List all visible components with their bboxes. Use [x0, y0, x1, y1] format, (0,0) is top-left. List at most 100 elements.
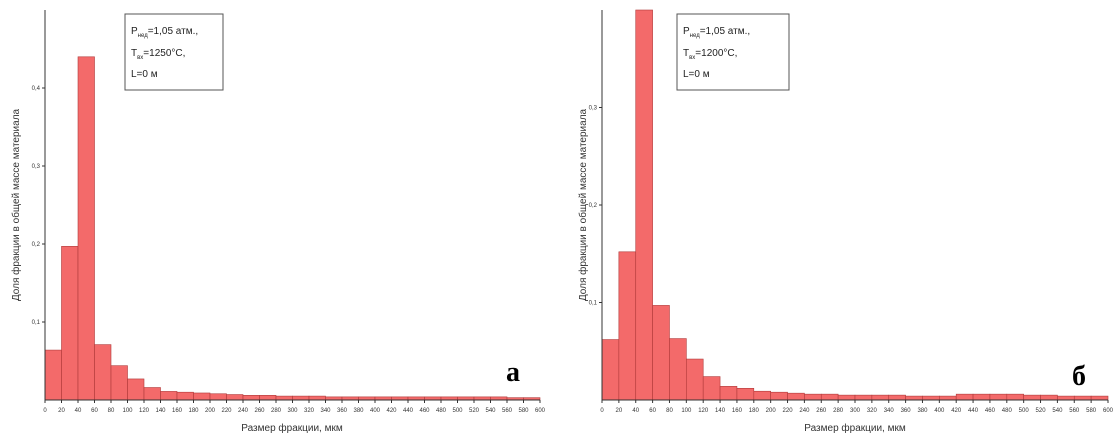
- legend-box-b: [676, 13, 790, 91]
- bar-b-21: [955, 393, 974, 401]
- x-tick-label-b-28: 560: [1069, 408, 1080, 414]
- y-axis-title-a: Доля фракции в общей массе материала: [10, 108, 22, 301]
- y-tick-label-a-3: 0,4: [32, 86, 41, 92]
- bar-b-13: [820, 393, 839, 401]
- legend-line3-a: L=0 м: [131, 69, 158, 80]
- x-tick-label-b-16: 320: [867, 408, 878, 414]
- bar-a-2: [77, 56, 95, 401]
- x-axis-title-a: Размер фракции, мкм: [241, 422, 343, 434]
- x-tick-label-a-12: 240: [238, 408, 249, 414]
- x-tick-label-a-16: 320: [304, 408, 315, 414]
- bar-a-4: [110, 365, 128, 401]
- x-tick-label-a-27: 540: [485, 408, 496, 414]
- x-tick-label-b-29: 580: [1086, 408, 1097, 414]
- bar-b-6: [702, 376, 721, 401]
- bar-b-25: [1023, 394, 1041, 401]
- bar-b-29: [1090, 395, 1109, 401]
- x-tick-label-b-19: 380: [917, 408, 928, 414]
- x-tick-label-b-13: 260: [816, 408, 827, 414]
- bar-b-3: [652, 305, 670, 401]
- x-tick-label-a-6: 120: [139, 408, 150, 414]
- bar-b-8: [736, 387, 755, 401]
- x-tick-label-b-22: 440: [968, 408, 979, 414]
- bar-b-23: [989, 393, 1008, 401]
- bar-a-3: [94, 344, 112, 401]
- legend-line2-b: Tвх=1200°C,: [683, 48, 737, 61]
- bar-a-11: [226, 394, 244, 401]
- y-tick-label-b-0: 0,1: [589, 301, 598, 307]
- bar-b-17: [888, 394, 906, 401]
- x-tick-label-b-27: 540: [1052, 408, 1063, 414]
- x-tick-label-a-30: 600: [535, 408, 546, 414]
- panel-label-a: а: [506, 357, 520, 388]
- x-ticks-a: 0 20 40 60 80 100 120 140 160 180 200 220 240 260 280 3…: [43, 400, 546, 414]
- bar-a-12: [242, 395, 260, 401]
- x-tick-label-b-14: 280: [833, 408, 844, 414]
- bar-b-22: [972, 393, 991, 401]
- bar-b-28: [1073, 395, 1092, 401]
- bar-b-5: [686, 358, 704, 401]
- bar-b-24: [1006, 393, 1024, 401]
- x-tick-label-a-8: 160: [172, 408, 183, 414]
- bar-b-9: [753, 390, 771, 401]
- x-tick-label-a-9: 180: [188, 408, 199, 414]
- x-tick-label-b-1: 20: [616, 408, 623, 414]
- bar-b-0: [601, 339, 620, 401]
- bar-b-26: [1040, 394, 1058, 401]
- bar-a-9: [193, 392, 211, 401]
- x-tick-label-b-3: 60: [649, 408, 656, 414]
- x-tick-label-a-15: 300: [287, 408, 298, 414]
- bar-a-1: [61, 246, 79, 401]
- x-tick-label-b-25: 500: [1019, 408, 1030, 414]
- x-tick-label-b-23: 460: [985, 408, 996, 414]
- x-tick-label-b-11: 220: [783, 408, 794, 414]
- bar-b-2: [635, 9, 653, 401]
- x-tick-label-a-19: 380: [353, 408, 364, 414]
- x-tick-label-a-20: 400: [370, 408, 381, 414]
- x-tick-label-b-10: 200: [766, 408, 777, 414]
- x-tick-label-a-7: 140: [155, 408, 166, 414]
- x-tick-label-a-24: 480: [436, 408, 447, 414]
- legend-line3-b: L=0 м: [683, 69, 710, 80]
- bar-a-15: [292, 395, 310, 401]
- y-tick-label-a-1: 0,2: [32, 242, 41, 248]
- x-tick-label-a-21: 420: [386, 408, 397, 414]
- bar-b-16: [871, 394, 890, 401]
- x-tick-label-b-0: 0: [600, 408, 604, 414]
- bar-a-0: [44, 349, 62, 401]
- bar-b-14: [837, 394, 856, 401]
- histogram-b: 0 20 40 60 80 100 120 140 160 180 200 220 240 260 280 3…: [577, 9, 1114, 434]
- x-tick-label-b-30: 600: [1103, 408, 1114, 414]
- x-tick-label-b-5: 100: [681, 408, 692, 414]
- bars-b: [601, 9, 1109, 401]
- bar-a-7: [160, 391, 178, 401]
- bars-a: [44, 56, 541, 401]
- x-tick-label-a-18: 360: [337, 408, 348, 414]
- x-tick-label-b-24: 480: [1002, 408, 1013, 414]
- x-tick-label-a-22: 440: [403, 408, 414, 414]
- x-tick-label-a-23: 460: [419, 408, 430, 414]
- bar-b-1: [618, 251, 637, 401]
- bar-b-19: [922, 395, 940, 401]
- bar-a-14: [275, 395, 293, 401]
- x-tick-label-a-2: 40: [75, 408, 82, 414]
- x-tick-label-b-17: 340: [884, 408, 895, 414]
- y-tick-label-b-1: 0,2: [589, 203, 598, 209]
- x-tick-label-b-20: 400: [934, 408, 945, 414]
- x-tick-label-a-29: 580: [518, 408, 529, 414]
- bar-a-5: [127, 378, 145, 401]
- legend-line2-a: Tвх=1250°C,: [131, 48, 185, 61]
- x-tick-label-a-0: 0: [43, 408, 47, 414]
- legend-line1-b: Pнед=1,05 атм.,: [683, 26, 750, 39]
- x-tick-label-a-14: 280: [271, 408, 282, 414]
- bar-a-8: [176, 391, 194, 401]
- y-tick-label-a-2: 0,3: [32, 164, 41, 170]
- bar-b-15: [854, 394, 873, 401]
- bar-b-20: [939, 395, 957, 401]
- x-tick-label-a-3: 60: [91, 408, 98, 414]
- x-tick-label-a-28: 560: [502, 408, 513, 414]
- x-tick-label-b-6: 120: [698, 408, 709, 414]
- x-tick-label-b-4: 80: [666, 408, 673, 414]
- bar-b-27: [1057, 395, 1075, 401]
- panel-label-b: б: [1072, 361, 1086, 392]
